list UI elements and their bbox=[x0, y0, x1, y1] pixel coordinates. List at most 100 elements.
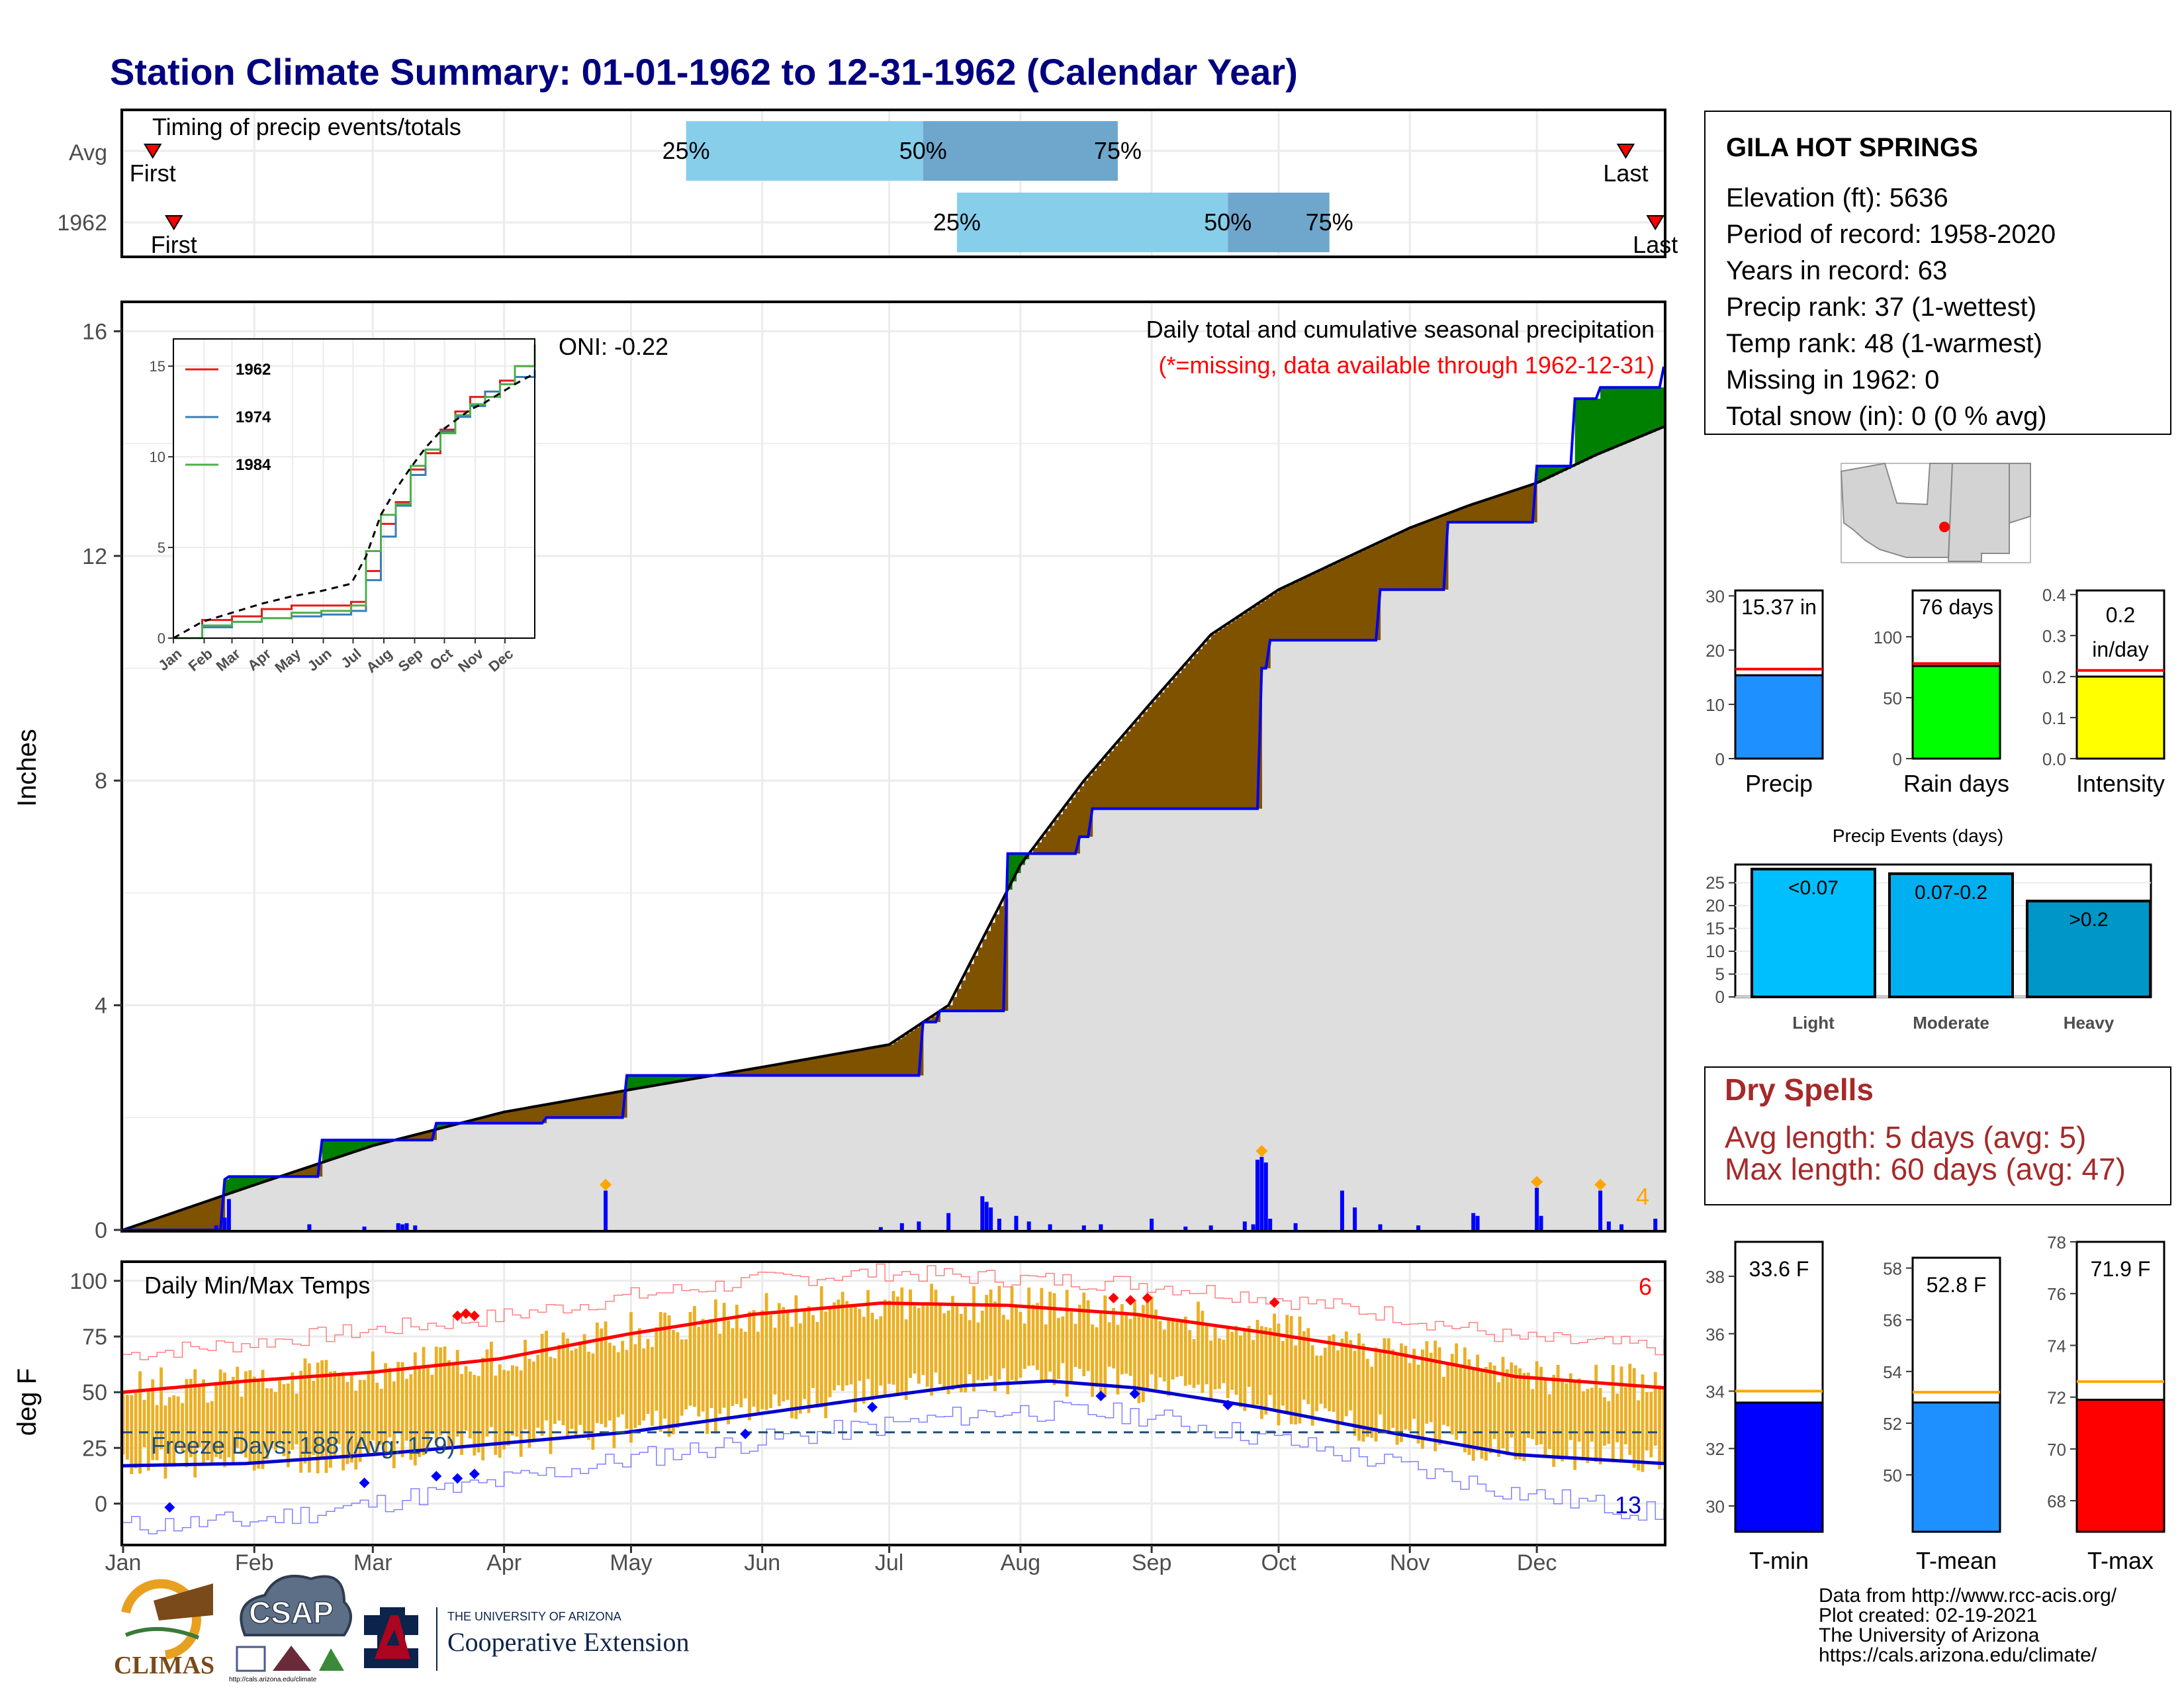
surplus-column bbox=[1621, 387, 1627, 445]
tmax-avg-line bbox=[123, 1301, 1664, 1394]
daily-temp-bar bbox=[1006, 1319, 1010, 1395]
summary-tick-label: 0.0 bbox=[2042, 749, 2066, 769]
daily-temp-bar bbox=[392, 1381, 396, 1469]
daily-temp-bar bbox=[1501, 1356, 1505, 1448]
daily-temp-bar bbox=[413, 1352, 417, 1466]
daily-temp-bar bbox=[1001, 1315, 1005, 1369]
daily-temp-bar bbox=[176, 1396, 180, 1446]
daily-temp-bar bbox=[1285, 1315, 1289, 1414]
daily-temp-bar bbox=[142, 1399, 146, 1448]
record-low-marker bbox=[1095, 1390, 1107, 1401]
daily-temp-bar bbox=[1230, 1331, 1234, 1390]
inset-ytick-label: 0 bbox=[158, 630, 165, 647]
temp-summary-label-tmin: T-min bbox=[1749, 1547, 1809, 1574]
deficit-column bbox=[906, 1033, 911, 1076]
deficit-column bbox=[1299, 579, 1304, 641]
temperature-summary-bars: 33.6 F 30 32 34 36 38 T-min 52.8 F 50 52 54 56 58 T-m… bbox=[1706, 1233, 2165, 1574]
surplus-column bbox=[334, 1140, 340, 1158]
daily-temp-bar bbox=[1302, 1331, 1306, 1400]
surplus-column bbox=[690, 1075, 696, 1080]
deficit-column bbox=[1477, 502, 1482, 522]
daily-temp-bar bbox=[1455, 1343, 1459, 1440]
record-low-marker bbox=[1129, 1388, 1140, 1399]
daily-temp-bar bbox=[1624, 1387, 1627, 1444]
timing-label-50: 50% bbox=[899, 137, 947, 164]
daily-temp-bar bbox=[1226, 1327, 1230, 1399]
daily-temp-bar bbox=[1505, 1369, 1509, 1456]
station-name: GILA HOT SPRINGS bbox=[1726, 133, 1978, 162]
record-high-marker bbox=[452, 1310, 463, 1321]
daily-temp-bar bbox=[1497, 1382, 1500, 1457]
deficit-column bbox=[203, 1202, 208, 1230]
inset-ytick-label: 15 bbox=[150, 358, 165, 375]
surplus-column bbox=[1600, 387, 1606, 453]
extreme-precip-marker bbox=[1255, 1145, 1268, 1157]
surplus-column bbox=[1625, 387, 1631, 443]
temp-ytick-label: 25 bbox=[82, 1436, 107, 1461]
daily-temp-bar bbox=[1019, 1311, 1023, 1378]
deficit-column bbox=[978, 947, 983, 1011]
temp-ytick-label: 50 bbox=[82, 1380, 107, 1405]
daily-temp-bar bbox=[1124, 1312, 1128, 1374]
daily-precip-bar bbox=[997, 1219, 1001, 1230]
daily-temp-bar bbox=[824, 1311, 828, 1419]
deficit-column bbox=[753, 1068, 758, 1076]
deficit-column bbox=[296, 1170, 302, 1177]
deficit-column bbox=[555, 1103, 560, 1118]
daily-temp-bar bbox=[697, 1327, 701, 1417]
daily-temp-bar bbox=[1582, 1391, 1585, 1457]
daily-temp-bar bbox=[1201, 1311, 1205, 1393]
summary-tick-label: 0 bbox=[1715, 749, 1725, 769]
temp-summary-tick-label: 54 bbox=[1883, 1362, 1902, 1382]
deficit-column bbox=[309, 1166, 314, 1177]
daily-temp-bar bbox=[845, 1301, 849, 1385]
daily-temp-bar bbox=[1065, 1289, 1069, 1397]
deficit-column bbox=[1062, 808, 1068, 854]
temp-ytick-label: 0 bbox=[95, 1491, 107, 1517]
deficit-column bbox=[952, 997, 958, 1011]
inset-legend-label: 1984 bbox=[236, 456, 271, 474]
deficit-column bbox=[152, 1219, 158, 1230]
daily-temp-bar bbox=[540, 1333, 544, 1436]
daily-precip-bar bbox=[1263, 1162, 1268, 1230]
inset-ytick-label: 10 bbox=[150, 449, 165, 465]
deficit-column bbox=[288, 1174, 293, 1177]
daily-temp-bar bbox=[1310, 1345, 1314, 1426]
daily-temp-bar bbox=[642, 1348, 646, 1421]
temp-summary-tick-label: 68 bbox=[2047, 1491, 2066, 1511]
daily-temp-bar bbox=[672, 1330, 675, 1434]
record-low-marker bbox=[164, 1502, 175, 1513]
deficit-column bbox=[944, 1008, 949, 1011]
deficit-column bbox=[1219, 629, 1224, 809]
surplus-column bbox=[673, 1075, 678, 1082]
daily-temp-bar bbox=[134, 1393, 138, 1469]
credit-line: https://cals.arizona.edu/climate/ bbox=[1819, 1644, 2097, 1666]
credits: Data from http://www.rcc-acis.org/Plot c… bbox=[1819, 1585, 2117, 1666]
deficit-column bbox=[1469, 505, 1474, 522]
surplus-column bbox=[635, 1075, 640, 1089]
daily-temp-bar bbox=[1010, 1286, 1014, 1380]
surplus-column bbox=[436, 1123, 441, 1130]
month-label: Oct bbox=[1261, 1550, 1297, 1575]
surplus-column bbox=[1613, 387, 1618, 448]
daily-temp-bar bbox=[879, 1316, 883, 1386]
surplus-column bbox=[1596, 399, 1601, 455]
daily-precip-bar bbox=[1535, 1188, 1539, 1230]
first-label: First bbox=[151, 231, 197, 258]
daily-temp-bar bbox=[202, 1379, 205, 1465]
temp-summary-tick-label: 38 bbox=[1706, 1267, 1725, 1287]
daily-temp-bar bbox=[409, 1374, 413, 1460]
daily-temp-bar bbox=[1552, 1374, 1556, 1467]
deficit-column bbox=[1312, 573, 1318, 641]
daily-temp-bar bbox=[291, 1372, 295, 1450]
deficit-column bbox=[758, 1068, 763, 1076]
station-info-line: Temp rank: 48 (1-warmest) bbox=[1726, 329, 2042, 358]
deficit-column bbox=[1283, 587, 1288, 641]
daily-temp-bar bbox=[942, 1313, 946, 1388]
daily-temp-bar bbox=[363, 1380, 366, 1446]
daily-temp-bar bbox=[464, 1366, 468, 1431]
daily-temp-bar bbox=[1476, 1354, 1479, 1451]
deficit-column bbox=[1439, 516, 1445, 590]
deficit-column bbox=[292, 1172, 297, 1177]
record-low-marker bbox=[1222, 1399, 1234, 1411]
